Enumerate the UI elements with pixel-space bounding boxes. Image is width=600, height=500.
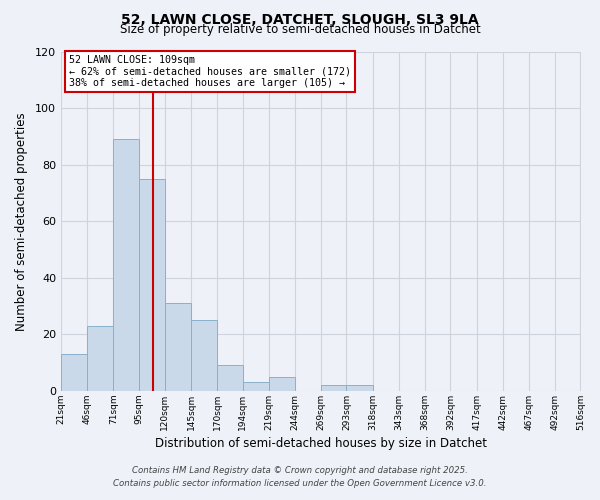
Bar	[321, 385, 346, 391]
Text: 52 LAWN CLOSE: 109sqm
← 62% of semi-detached houses are smaller (172)
38% of sem: 52 LAWN CLOSE: 109sqm ← 62% of semi-deta…	[69, 55, 351, 88]
Bar	[139, 179, 165, 391]
X-axis label: Distribution of semi-detached houses by size in Datchet: Distribution of semi-detached houses by …	[155, 437, 487, 450]
Bar	[346, 385, 373, 391]
Y-axis label: Number of semi-detached properties: Number of semi-detached properties	[15, 112, 28, 330]
Text: Contains HM Land Registry data © Crown copyright and database right 2025.
Contai: Contains HM Land Registry data © Crown c…	[113, 466, 487, 487]
Bar	[269, 377, 295, 391]
Bar	[113, 139, 139, 391]
Bar	[217, 366, 242, 391]
Text: Size of property relative to semi-detached houses in Datchet: Size of property relative to semi-detach…	[119, 22, 481, 36]
Bar	[242, 382, 269, 391]
Bar	[61, 354, 87, 391]
Bar	[165, 303, 191, 391]
Bar	[87, 326, 113, 391]
Text: 52, LAWN CLOSE, DATCHET, SLOUGH, SL3 9LA: 52, LAWN CLOSE, DATCHET, SLOUGH, SL3 9LA	[121, 12, 479, 26]
Bar	[191, 320, 217, 391]
